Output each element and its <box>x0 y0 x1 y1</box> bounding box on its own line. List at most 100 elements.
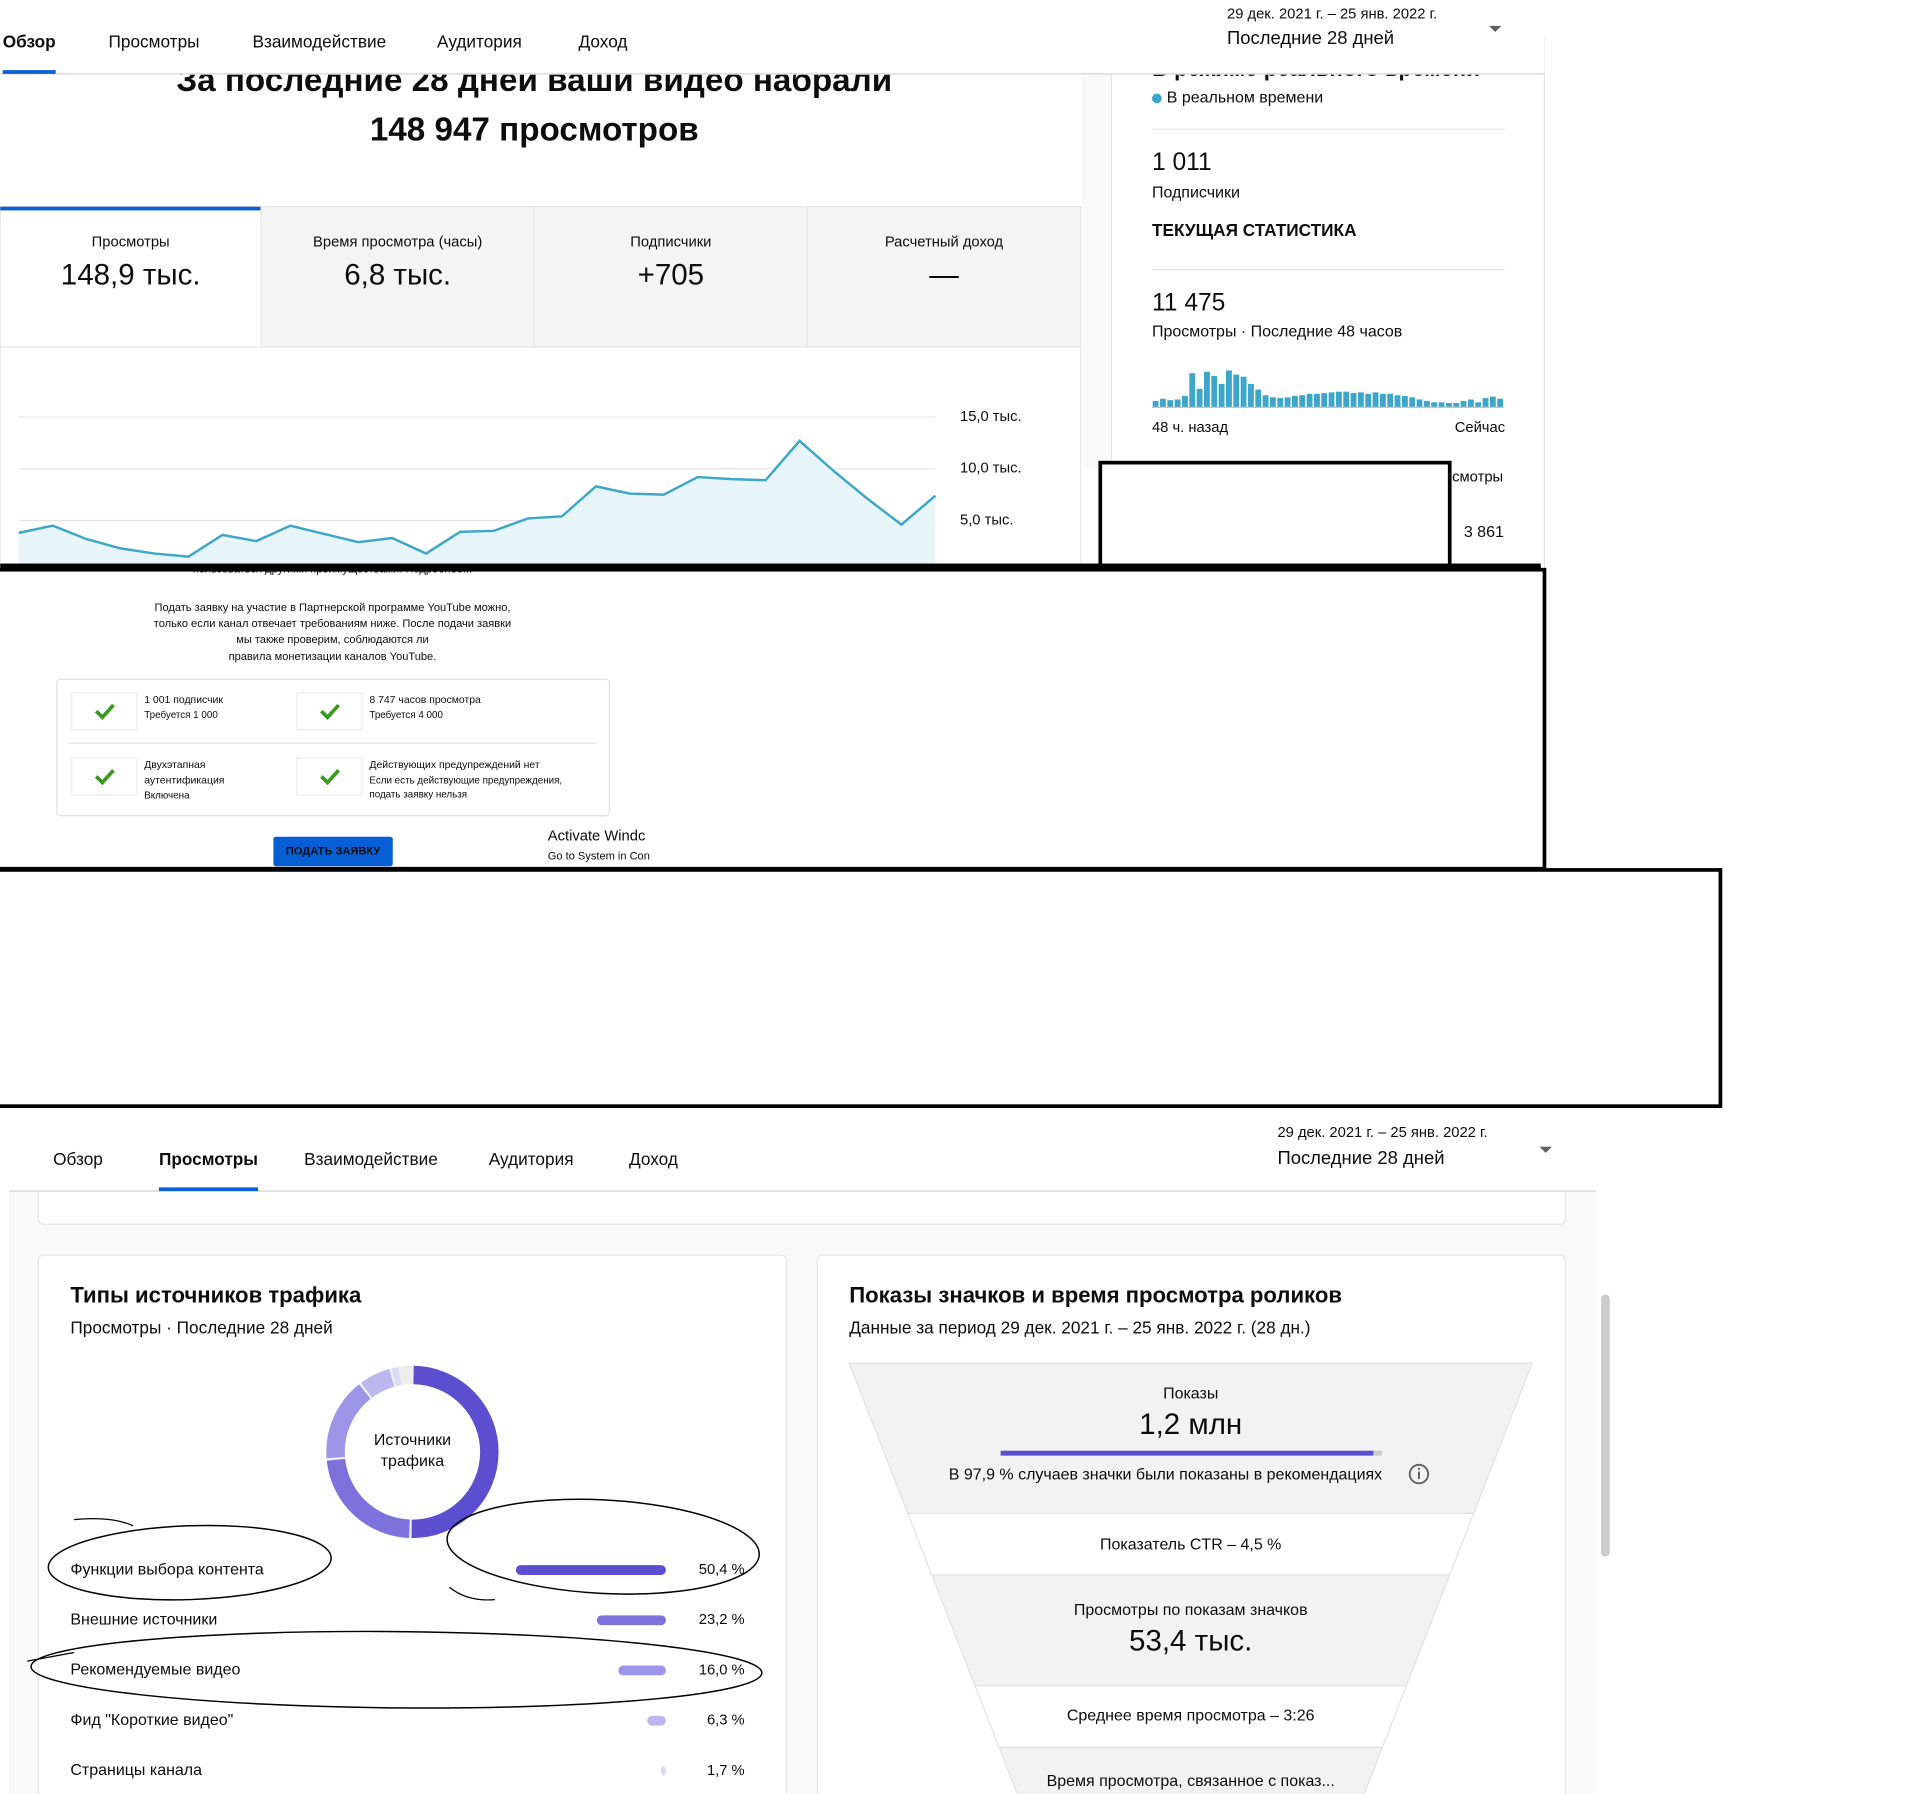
source-name: Функции выбора контента <box>70 1561 264 1578</box>
bar <box>1394 395 1401 408</box>
bar <box>1211 376 1218 408</box>
card-title: Показы значков и время просмотра роликов <box>849 1283 1342 1308</box>
requirement-detail: Если есть действующие предупреждения, <box>369 775 562 786</box>
hand-drawn-circle <box>47 1524 332 1601</box>
total-views: 148 947 просмотров <box>370 111 699 148</box>
check-icon <box>320 769 340 786</box>
source-value: 23,2 % <box>699 1612 745 1628</box>
source-value: 6,3 % <box>707 1713 745 1729</box>
nav-tab[interactable]: Просмотры <box>109 32 200 52</box>
nav-tab[interactable]: Просмотры <box>159 1149 258 1169</box>
bar <box>1277 398 1284 408</box>
requirement-title: 8 747 часов просмотра <box>369 695 481 706</box>
scrollbar[interactable] <box>1601 1294 1610 1557</box>
period-select[interactable]: Последние 28 дней <box>1277 1147 1444 1168</box>
source-value: 50,4 % <box>699 1562 745 1578</box>
check-icon <box>94 703 115 721</box>
donut-label: трафика <box>381 1453 445 1470</box>
bar <box>1226 370 1232 408</box>
bar <box>1240 376 1247 408</box>
redaction-box <box>1098 460 1452 576</box>
metric-card[interactable] <box>806 206 1082 348</box>
subscribers-label: Подписчики <box>1152 184 1240 201</box>
donut-segment <box>361 1368 395 1398</box>
nav-tab[interactable]: Взаимодействие <box>304 1149 438 1169</box>
line <box>18 439 937 558</box>
views-label: Просмотры · Последние 48 часов <box>1152 323 1402 340</box>
bar <box>1262 395 1269 408</box>
bar <box>1497 398 1504 408</box>
check-box <box>70 757 138 796</box>
nav-tab[interactable]: Обзор <box>53 1149 103 1169</box>
realtime-link[interactable]: ТЕКУЩАЯ СТАТИСТИКА <box>1152 220 1357 240</box>
metric-card[interactable] <box>533 206 809 348</box>
top-video-label: смотры <box>1452 469 1503 485</box>
hand-drawn-circle <box>30 1630 763 1709</box>
bar <box>1152 400 1159 408</box>
source-value: 16,0 % <box>699 1662 745 1678</box>
source-bar <box>660 1765 666 1776</box>
funnel-note: В 97,9 % случаев значки были показаны в … <box>949 1467 1382 1484</box>
bar <box>1174 399 1181 408</box>
policy-link[interactable]: правила монетизации каналов YouTube. <box>229 651 437 663</box>
nav-tab[interactable]: Аудитория <box>489 1149 574 1169</box>
bar <box>1482 398 1489 408</box>
metric-value: 6,8 тыс. <box>344 259 451 292</box>
dropdown-arrow[interactable] <box>1539 1146 1552 1153</box>
funnel-label: Просмотры по показам значков <box>1074 1602 1308 1619</box>
bar <box>1401 395 1408 408</box>
metric-value: — <box>929 259 959 292</box>
apply-button[interactable] <box>273 836 393 867</box>
info-icon[interactable] <box>1408 1463 1430 1485</box>
metric-value: 148,9 тыс. <box>61 259 201 292</box>
bar <box>1306 393 1313 408</box>
bar <box>1438 402 1445 408</box>
nav-tab[interactable]: Обзор <box>3 32 56 52</box>
nav-tab[interactable]: Доход <box>629 1149 678 1169</box>
bar <box>1357 392 1364 408</box>
intro-line: Подать заявку на участие в Партнерской п… <box>155 602 511 614</box>
nav-tab[interactable]: Аудитория <box>437 32 522 52</box>
source-name: Рекомендуемые видео <box>70 1662 240 1679</box>
source-bar <box>647 1715 666 1726</box>
top-video-value: 3 861 <box>1464 524 1504 541</box>
bar <box>1160 398 1166 408</box>
funnel-stage <box>998 1746 1384 1794</box>
funnel-label: Показы <box>1163 1385 1218 1402</box>
bar <box>1291 395 1298 408</box>
card-subtitle: Данные за период 29 дек. 2021 г. – 25 ян… <box>849 1317 1310 1337</box>
bar <box>1460 400 1467 408</box>
nav-tab[interactable]: Взаимодействие <box>252 32 386 52</box>
x-label: 48 ч. назад <box>1152 420 1229 436</box>
apply-button-label[interactable]: ПОДАТЬ ЗАЯВКУ <box>286 845 380 857</box>
y-tick-label: 10,0 тыс. <box>960 461 1022 477</box>
requirement-title: Двухэтапная <box>144 760 205 771</box>
metric-card[interactable] <box>260 206 535 348</box>
metric-label: Просмотры <box>92 234 170 250</box>
watermark: Activate Windc <box>548 829 646 845</box>
requirements-box <box>56 678 610 817</box>
bar <box>1475 402 1482 408</box>
tab-indicator <box>2 70 56 74</box>
bar <box>1204 371 1210 408</box>
requirement-title: Действующих предупреждений нет <box>369 760 540 771</box>
nav-tab[interactable]: Доход <box>579 32 628 52</box>
source-name: Внешние источники <box>70 1611 217 1628</box>
date-range: 29 дек. 2021 г. – 25 янв. 2022 г. <box>1227 7 1437 23</box>
period-select[interactable]: Последние 28 дней <box>1227 27 1394 48</box>
card-title: Типы источников трафика <box>70 1283 362 1308</box>
y-tick-label: 5,0 тыс. <box>960 512 1013 528</box>
donut-segment <box>326 1458 411 1538</box>
bar <box>1284 397 1291 408</box>
bar <box>1196 388 1203 408</box>
source-bar <box>618 1665 666 1676</box>
bar <box>1343 391 1350 408</box>
source-bar <box>515 1565 666 1575</box>
funnel-value: 1,2 млн <box>1139 1408 1242 1441</box>
dropdown-arrow[interactable] <box>1489 25 1502 32</box>
header <box>0 0 1545 74</box>
donut-label: Источники <box>374 1432 451 1449</box>
intro-line: мы также проверим, соблюдаются ли <box>236 634 428 646</box>
requirement-detail: Включена <box>144 791 190 802</box>
